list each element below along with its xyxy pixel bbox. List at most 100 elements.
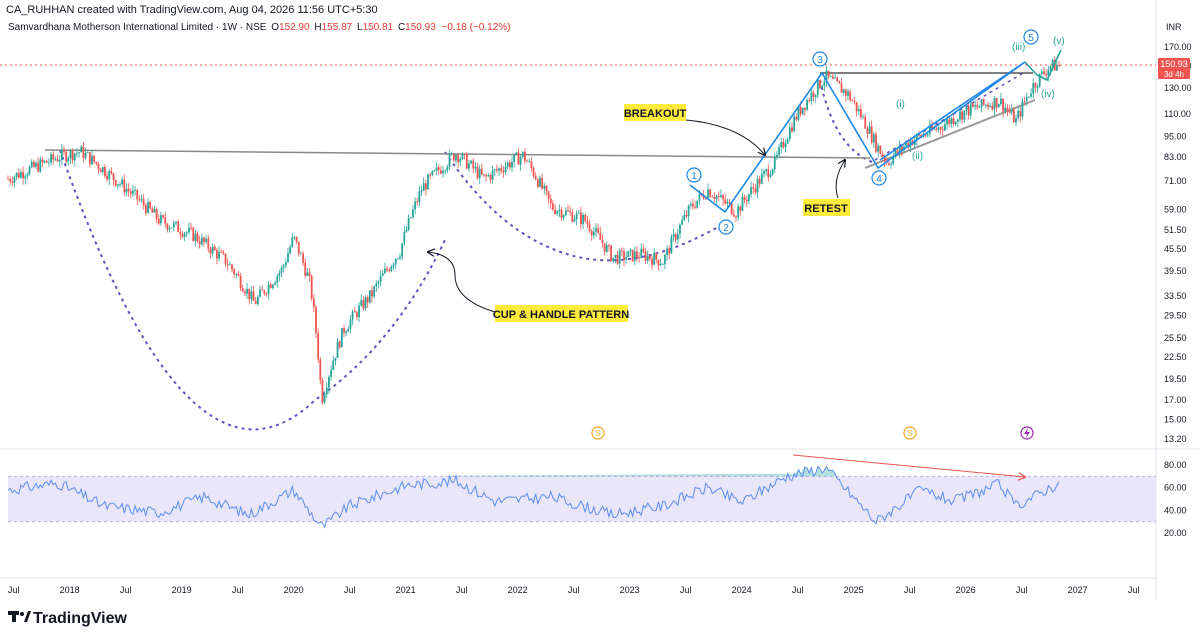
candle bbox=[881, 150, 884, 159]
event-marker-s-1[interactable]: S bbox=[591, 426, 605, 440]
candle bbox=[995, 97, 998, 112]
price-axis[interactable]: 170.00150.00130.00110.0095.0083.0071.005… bbox=[1164, 42, 1192, 444]
candle bbox=[758, 176, 761, 188]
candle bbox=[493, 168, 496, 176]
subwave-label-i: (i) bbox=[896, 99, 905, 110]
wave-projection-line bbox=[1024, 49, 1062, 82]
candle bbox=[875, 131, 877, 154]
candle bbox=[157, 214, 160, 226]
candle bbox=[1028, 96, 1030, 99]
candle bbox=[43, 159, 46, 164]
candle bbox=[114, 179, 117, 187]
candle bbox=[45, 160, 48, 164]
candle bbox=[287, 247, 289, 263]
candle bbox=[614, 254, 617, 264]
candle bbox=[437, 164, 440, 175]
rsi-axis[interactable]: 80.00 60.00 40.00 20.00 bbox=[1164, 460, 1187, 538]
candle bbox=[560, 207, 563, 222]
cup-handle-arrow bbox=[428, 252, 496, 313]
candle bbox=[664, 253, 666, 270]
candle bbox=[377, 280, 380, 289]
candle bbox=[631, 249, 634, 262]
time-tick-label: Jul bbox=[344, 585, 356, 595]
candle bbox=[773, 152, 776, 174]
candle bbox=[595, 223, 597, 238]
price-tick-label: 25.50 bbox=[1164, 333, 1187, 343]
candle bbox=[696, 200, 699, 209]
candle bbox=[11, 176, 14, 187]
candle bbox=[468, 159, 470, 172]
candle bbox=[577, 209, 580, 214]
time-axis[interactable]: Jul 2018 Jul 2019 Jul 2020 Jul 2021 Jul 2022 Jul 20… bbox=[8, 585, 1140, 595]
time-tick-label: 2027 bbox=[1068, 585, 1088, 595]
candle bbox=[403, 226, 406, 246]
candle bbox=[444, 169, 447, 175]
rsi-line[interactable] bbox=[7, 465, 1060, 529]
candle bbox=[685, 209, 688, 219]
candle bbox=[588, 219, 591, 234]
price-tick-label: 19.50 bbox=[1164, 374, 1187, 384]
price-tick-label: 71.00 bbox=[1164, 176, 1187, 186]
candlestick-series[interactable] bbox=[7, 56, 1060, 405]
time-tick-label: 2021 bbox=[396, 585, 416, 595]
candle bbox=[1006, 104, 1009, 117]
close-value: 150.93 bbox=[405, 22, 436, 33]
candle bbox=[534, 172, 537, 181]
candle bbox=[976, 100, 979, 111]
candle bbox=[17, 168, 20, 179]
candle bbox=[541, 173, 544, 191]
candle bbox=[562, 214, 565, 221]
candle bbox=[793, 113, 796, 133]
candle bbox=[332, 355, 335, 371]
candle bbox=[898, 140, 901, 159]
event-marker-s-2[interactable]: S bbox=[903, 426, 917, 440]
symbol-legend[interactable]: Samvardhana Motherson International Limi… bbox=[8, 22, 510, 33]
candle bbox=[78, 151, 80, 158]
candle bbox=[857, 105, 860, 116]
candle bbox=[689, 201, 692, 209]
candle bbox=[603, 243, 606, 256]
candle bbox=[849, 89, 852, 103]
candle bbox=[974, 100, 976, 111]
candle bbox=[321, 377, 324, 405]
change-value: −0.18 (−0.12%) bbox=[441, 22, 511, 33]
candle bbox=[952, 114, 955, 127]
candle bbox=[323, 391, 326, 404]
candle bbox=[325, 381, 328, 399]
candle bbox=[655, 252, 658, 264]
candle bbox=[28, 165, 31, 176]
candle bbox=[304, 257, 307, 279]
candle bbox=[670, 234, 673, 254]
candle bbox=[360, 294, 363, 308]
candle bbox=[597, 223, 600, 235]
candle bbox=[692, 198, 694, 210]
candle bbox=[347, 325, 350, 332]
candle bbox=[836, 76, 839, 83]
candle bbox=[720, 189, 722, 199]
candle bbox=[282, 263, 285, 273]
candle bbox=[801, 107, 804, 116]
candle bbox=[717, 191, 720, 202]
candle bbox=[483, 174, 485, 178]
candle bbox=[198, 235, 201, 249]
candle bbox=[69, 148, 72, 165]
time-tick-label: Jul bbox=[904, 585, 916, 595]
candle bbox=[810, 88, 813, 105]
candle bbox=[948, 117, 951, 128]
candle bbox=[330, 365, 332, 381]
candle bbox=[435, 162, 438, 176]
candle bbox=[1004, 102, 1007, 114]
candle bbox=[218, 246, 220, 262]
candle bbox=[605, 241, 608, 253]
candle bbox=[121, 176, 124, 187]
candle bbox=[1058, 60, 1060, 67]
candle bbox=[50, 152, 52, 166]
lightning-event-icon[interactable] bbox=[1020, 426, 1034, 440]
candle bbox=[76, 147, 78, 158]
candle bbox=[657, 259, 660, 271]
close-label: C bbox=[397, 22, 406, 33]
candle bbox=[13, 175, 16, 188]
candle bbox=[71, 148, 74, 164]
candle bbox=[82, 142, 85, 163]
